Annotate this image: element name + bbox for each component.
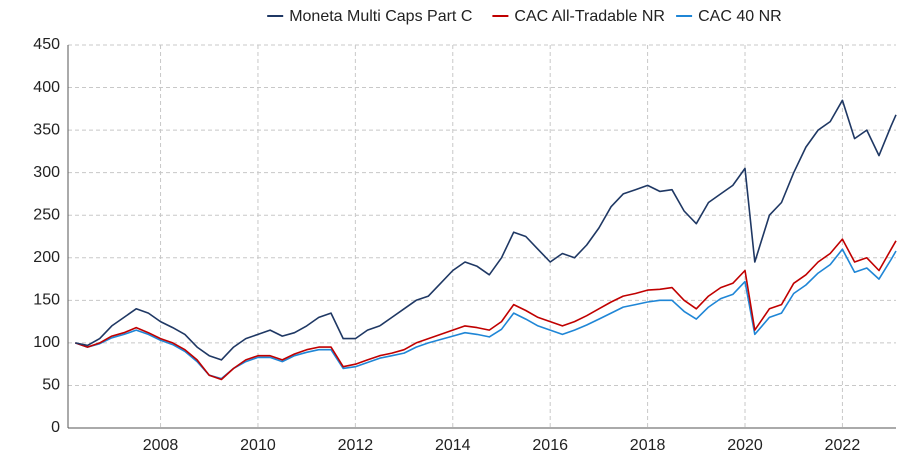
legend-label: Moneta Multi Caps Part C (289, 8, 472, 25)
y-tick-label: 350 (33, 121, 60, 138)
series-line (75, 248, 897, 380)
x-tick-label: 2014 (435, 437, 471, 454)
y-tick-label: 50 (42, 377, 60, 394)
y-tick-label: 100 (33, 334, 60, 351)
y-tick-label: 400 (33, 79, 60, 96)
y-tick-label: 200 (33, 249, 60, 266)
x-tick-label: 2012 (338, 437, 374, 454)
x-tick-label: 2016 (532, 437, 568, 454)
x-tick-label: 2018 (630, 437, 666, 454)
x-tick-label: 2008 (143, 437, 179, 454)
series-line (75, 99, 897, 361)
y-tick-label: 250 (33, 206, 60, 223)
y-tick-label: 150 (33, 292, 60, 309)
x-tick-label: 2022 (825, 437, 861, 454)
y-tick-label: 450 (33, 36, 60, 53)
legend-label: CAC All-Tradable NR (514, 8, 665, 25)
x-tick-label: 2010 (240, 437, 276, 454)
y-tick-label: 0 (51, 419, 60, 436)
series-line (75, 238, 897, 381)
x-tick-label: 2020 (727, 437, 763, 454)
legend-label: CAC 40 NR (698, 8, 782, 25)
y-tick-label: 300 (33, 164, 60, 181)
